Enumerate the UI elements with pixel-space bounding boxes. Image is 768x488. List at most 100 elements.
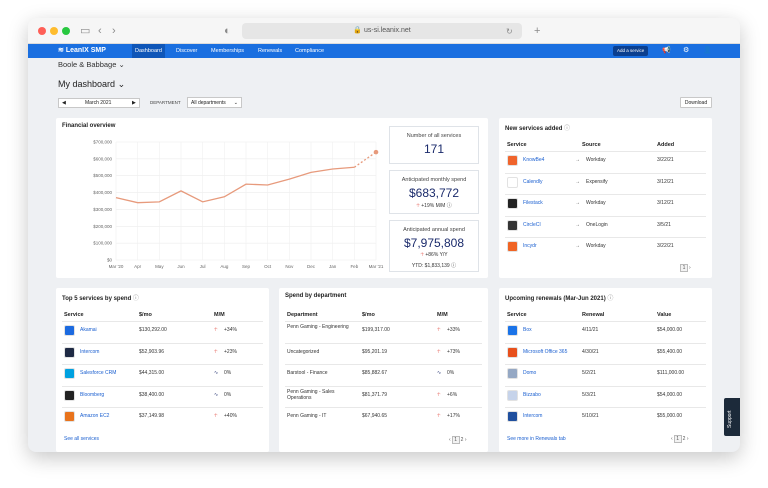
dashboard-selector[interactable]: My dashboard ⌄: [58, 79, 125, 90]
cell-name[interactable]: Filestack: [523, 200, 543, 206]
nav-tab-compliance[interactable]: Compliance: [295, 48, 325, 54]
cell-value: $111,000.00: [657, 370, 685, 376]
cell-source: Workday: [586, 200, 606, 206]
info-icon[interactable]: ⓘ: [132, 296, 139, 302]
col-header-service: Service: [507, 142, 527, 148]
col-header-monthly: $/mo: [139, 312, 152, 318]
new-services-title-text: New services added: [505, 126, 563, 132]
forward-icon[interactable]: ›: [112, 25, 116, 37]
nav-tab-renewals[interactable]: Renewals: [258, 48, 283, 54]
cell-name[interactable]: Microsoft Office 365: [523, 348, 568, 355]
shield-icon[interactable]: ◐: [224, 25, 231, 37]
gear-icon[interactable]: ⚙: [683, 47, 690, 54]
minimize-window-button[interactable]: [50, 27, 58, 35]
service-logo-icon: [507, 368, 518, 379]
megaphone-icon[interactable]: 📢: [662, 47, 671, 54]
info-icon[interactable]: ⓘ: [446, 203, 452, 209]
row-divider: [505, 237, 706, 238]
sidebar-icon[interactable]: ▭: [80, 25, 91, 37]
cell-name: Penn Gaming - Engineering: [287, 324, 349, 330]
see-renewals-link[interactable]: See more in Renewals tab: [507, 436, 566, 442]
leanix-logo[interactable]: ≋ LeanIX SMP: [58, 47, 106, 54]
address-bar[interactable]: 🔒 us-si.leanix.net: [242, 23, 522, 39]
cell-source: Workday: [586, 157, 606, 163]
x-tick-label: Dec: [307, 264, 316, 269]
row-divider: [62, 407, 263, 408]
department-select[interactable]: All departments ⌄: [187, 97, 242, 108]
cell-mm: 0%: [447, 370, 455, 376]
row-divider: [505, 364, 706, 365]
info-icon[interactable]: ⓘ: [564, 126, 571, 132]
workspace-selector[interactable]: Boole & Babbage ⌄: [58, 60, 125, 69]
row-divider: [505, 407, 706, 408]
prev-page-icon[interactable]: ‹: [671, 436, 673, 442]
service-logo-icon: [64, 389, 75, 401]
col-header-monthly: $/mo: [362, 312, 375, 318]
cell-name[interactable]: Bizzabo: [523, 391, 541, 398]
cell-name[interactable]: Calendly: [523, 178, 543, 185]
service-logo-icon: [507, 219, 518, 231]
kpi-monthly-spend: Anticipated monthly spend $683,772 🡡 +19…: [389, 170, 479, 214]
cell-value: $55,000.00: [657, 413, 683, 419]
page-2-button[interactable]: 2: [460, 437, 464, 443]
next-page-icon[interactable]: ›: [689, 265, 691, 271]
nav-tab-discover[interactable]: Discover: [176, 48, 198, 54]
x-tick-label: Feb: [350, 264, 358, 269]
x-tick-label: Aug: [220, 264, 229, 269]
next-month-button[interactable]: ▶: [132, 100, 136, 106]
cell-mm: 0%: [224, 391, 232, 398]
cell-name[interactable]: Akamai: [80, 327, 97, 333]
cell-mm: +17%: [447, 413, 460, 419]
arrow-up-icon: 🡡: [437, 391, 441, 398]
cell-name[interactable]: Intercom: [523, 413, 543, 419]
info-icon[interactable]: ⓘ: [607, 296, 614, 302]
page-1-button[interactable]: 1: [451, 436, 460, 444]
top-services-card: Top 5 services by spend ⓘ Service $/mo M…: [56, 288, 269, 452]
col-header-service: Service: [64, 312, 84, 318]
col-header-mm: M/M: [214, 312, 225, 318]
service-logo-icon: [507, 198, 518, 209]
page-1-button[interactable]: 1: [680, 264, 688, 272]
x-tick-label: Sep: [242, 264, 251, 269]
x-tick-label: Mar '20: [109, 264, 124, 269]
next-page-icon[interactable]: ›: [686, 436, 689, 442]
nav-tab-dashboard[interactable]: Dashboard: [132, 44, 165, 58]
page-2-button[interactable]: 2: [682, 436, 686, 442]
cell-name[interactable]: KnowBe4: [523, 157, 545, 163]
row-divider: [505, 151, 706, 152]
prev-page-icon[interactable]: ‹: [449, 437, 451, 443]
y-tick-label: $100,000: [93, 241, 112, 246]
prev-month-button[interactable]: ◀: [62, 100, 66, 106]
add-service-button[interactable]: Add a service: [613, 46, 649, 56]
close-window-button[interactable]: [38, 27, 46, 35]
reload-icon[interactable]: ↻: [506, 27, 513, 36]
service-logo-icon: [507, 389, 518, 401]
support-tab[interactable]: Support: [724, 398, 740, 436]
see-all-services-link[interactable]: See all services: [64, 436, 100, 442]
row-divider: [505, 321, 706, 322]
cell-source: OneLogin: [586, 221, 608, 228]
page-1-button[interactable]: 1: [673, 435, 682, 443]
cell-name[interactable]: Amazon EC2: [80, 413, 110, 419]
new-tab-icon[interactable]: +: [534, 25, 541, 37]
cell-name[interactable]: Intercom: [80, 348, 100, 355]
next-page-icon[interactable]: ›: [464, 437, 467, 443]
cell-name[interactable]: Box: [523, 327, 532, 333]
back-icon[interactable]: ‹: [98, 25, 102, 37]
arrow-up-icon: 🡡: [437, 413, 441, 419]
row-divider: [285, 407, 482, 408]
cell-name[interactable]: CircleCI: [523, 221, 541, 228]
download-button[interactable]: Download: [680, 97, 712, 108]
cell-name[interactable]: Bloomberg: [80, 391, 105, 398]
nav-tab-memberships[interactable]: Memberships: [211, 48, 245, 54]
cell-name[interactable]: Salesforce CRM: [80, 370, 117, 376]
cell-mo: $199,317.00: [362, 327, 390, 333]
user-icon[interactable]: 👤: [703, 47, 712, 54]
row-divider: [62, 364, 263, 365]
cell-name[interactable]: Domo: [523, 370, 537, 376]
zoom-window-button[interactable]: [62, 27, 70, 35]
cell-mm: +23%: [224, 348, 237, 355]
cell-name[interactable]: Incydr: [523, 243, 537, 249]
info-icon[interactable]: ⓘ: [451, 263, 457, 269]
y-tick-label: $200,000: [93, 224, 112, 229]
